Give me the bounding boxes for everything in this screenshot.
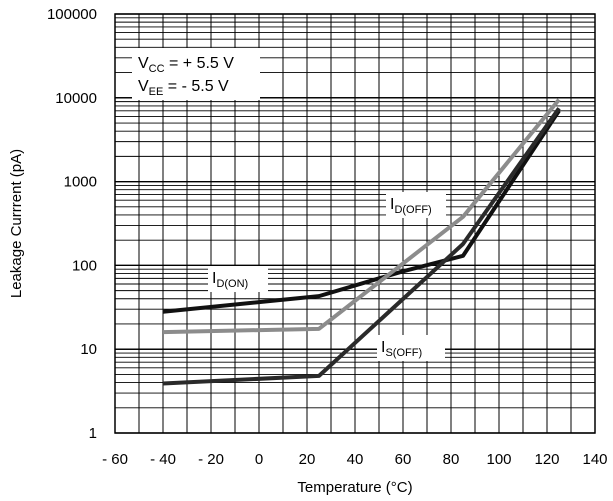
series-label-id-off-background	[386, 192, 446, 218]
y-tick-label: 100	[72, 257, 97, 274]
series-line-2	[162, 107, 561, 386]
x-tick-label: 40	[347, 451, 364, 468]
x-tick-label: - 60	[102, 451, 128, 468]
x-tick-label: 20	[299, 451, 316, 468]
y-axis-title: Leakage Currrent (pA)	[8, 149, 25, 298]
series-label-id-on-text: ID(ON)	[212, 270, 248, 290]
x-tick-label: 140	[582, 451, 607, 468]
vcc-condition: VCC = + 5.5 V	[138, 55, 234, 75]
x-axis-title: Temperature (°C)	[297, 479, 412, 496]
y-tick-label: 1	[89, 425, 97, 442]
y-tick-label: 10	[80, 341, 97, 358]
x-tick-label: 80	[443, 451, 460, 468]
conditions-box: VCC = + 5.5 V VEE = - 5.5 V	[132, 48, 260, 100]
x-tick-label: 60	[395, 451, 412, 468]
series-lines	[162, 98, 561, 386]
conditions-background	[132, 48, 260, 100]
vee-condition: VEE = - 5.5 V	[138, 78, 229, 98]
y-tick-label: 1000	[64, 174, 97, 191]
series-label-is-off: IS(OFF)	[377, 335, 445, 361]
y-tick-label: 100000	[47, 6, 97, 23]
series-label-id-on-background	[208, 266, 268, 292]
series-line-1	[162, 98, 561, 335]
series-label-is-off-text: IS(OFF)	[381, 339, 422, 359]
x-tick-label: 100	[486, 451, 511, 468]
series-label-is-off-background	[377, 335, 445, 361]
series-label-id-on: ID(ON)	[208, 266, 268, 292]
x-tick-label: 120	[534, 451, 559, 468]
y-tick-label: 10000	[55, 90, 97, 107]
plot-frame	[114, 13, 596, 434]
x-tick-label: - 40	[150, 451, 176, 468]
y-tick-labels: 1 10 100 1000 10000 100000	[47, 6, 97, 442]
x-tick-label: 0	[255, 451, 263, 468]
x-tick-labels: - 60 - 40 - 20 0 20 40 60 80 100 120 140	[102, 451, 607, 468]
series-label-id-off-text: ID(OFF)	[390, 196, 432, 216]
series-line-0	[162, 109, 561, 314]
series-label-id-off: ID(OFF)	[386, 192, 446, 218]
x-tick-label: - 20	[198, 451, 224, 468]
